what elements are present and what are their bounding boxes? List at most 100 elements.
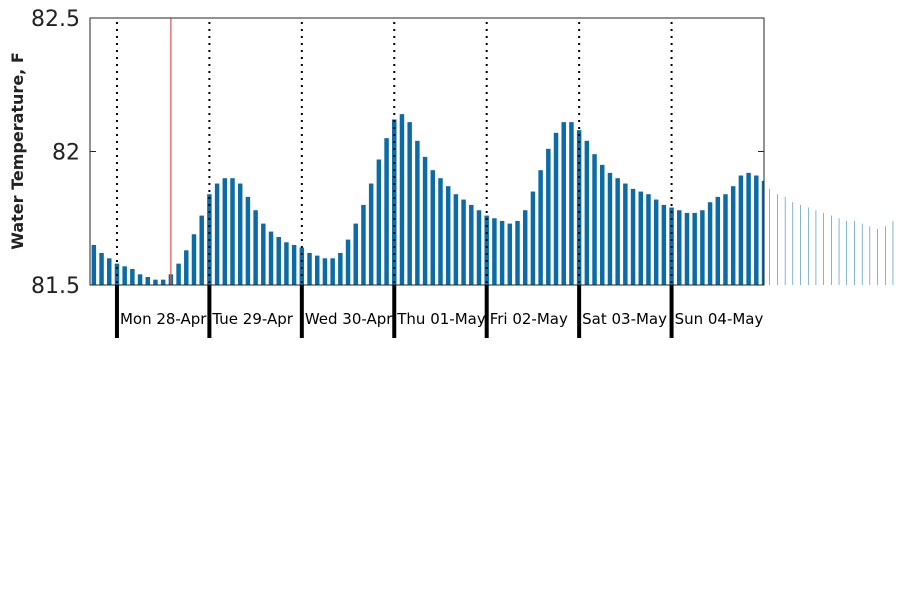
day-label: Fri 02-May [490, 310, 568, 328]
bar [692, 212, 697, 285]
bar [715, 196, 721, 285]
y-tick-label: 82 [52, 141, 80, 166]
bar [700, 210, 705, 285]
bar [476, 210, 482, 285]
bar [777, 194, 778, 285]
bar [592, 154, 597, 285]
bar [569, 122, 574, 285]
bar [800, 204, 801, 285]
bar [160, 279, 166, 285]
y-tick-label: 82.5 [31, 7, 80, 32]
bar [530, 191, 536, 285]
day-labels: Mon 28-Apr Tue 29-Apr Wed 30-Apr Thu 01-May… [120, 310, 764, 328]
bar [253, 210, 258, 285]
bar [345, 239, 351, 285]
bar [214, 183, 220, 285]
bar [91, 244, 97, 285]
bar [492, 218, 497, 285]
bar [184, 250, 189, 285]
bar [892, 220, 894, 285]
bar [769, 188, 770, 285]
bar [99, 252, 104, 285]
bar [499, 220, 505, 285]
bar [623, 183, 628, 285]
bar [261, 223, 266, 285]
bar [553, 132, 559, 285]
bar [815, 210, 817, 285]
bar [507, 223, 513, 285]
bar [615, 178, 620, 285]
bar [338, 252, 343, 285]
bar [422, 156, 428, 285]
bar [407, 122, 412, 285]
bar [176, 263, 181, 285]
bar [600, 164, 605, 285]
bar [854, 220, 855, 285]
bar [430, 170, 436, 285]
bar [761, 180, 764, 285]
bar [677, 210, 682, 285]
day-label: Sat 03-May [582, 310, 667, 328]
bar [831, 215, 832, 285]
bar [792, 202, 794, 285]
bar [807, 207, 809, 285]
bar [684, 212, 690, 285]
bar [738, 175, 744, 285]
bar [823, 212, 824, 285]
bar [445, 186, 451, 285]
bar [630, 188, 636, 285]
bar [137, 274, 143, 285]
bar [661, 204, 667, 285]
bar-series [91, 114, 894, 286]
bar [515, 220, 520, 285]
bar [130, 268, 135, 285]
bar [522, 210, 528, 285]
bar [361, 204, 366, 285]
bar [291, 244, 297, 285]
bar [838, 218, 840, 285]
y-axis-ticks: 81.5 82 82.5 [31, 7, 764, 299]
bar [245, 196, 251, 285]
bar [746, 172, 751, 285]
bar [107, 258, 112, 285]
bar [546, 148, 551, 285]
bar [145, 276, 151, 285]
bar [153, 279, 158, 285]
bar [607, 172, 613, 285]
bar [268, 231, 274, 285]
bar [438, 178, 443, 285]
bar [415, 140, 420, 285]
bar [322, 258, 328, 285]
bar [846, 220, 847, 285]
bar [723, 194, 728, 285]
bar [646, 194, 651, 285]
bar [368, 183, 374, 285]
bar [353, 223, 358, 285]
bar [784, 196, 786, 285]
bar [230, 178, 235, 285]
bar [399, 114, 405, 286]
bar [861, 223, 863, 285]
bar [538, 170, 543, 285]
day-boundary-lines [115, 22, 673, 285]
bar [122, 266, 127, 285]
bar [653, 199, 659, 285]
day-tick-marks [114, 285, 674, 338]
day-label: Sun 04-May [675, 310, 764, 328]
bar [584, 140, 590, 285]
bar [576, 130, 582, 285]
bar [877, 228, 878, 285]
bar [284, 242, 289, 285]
bar [307, 252, 312, 285]
y-tick-label: 81.5 [31, 274, 80, 299]
bar [299, 247, 305, 285]
bar [484, 215, 489, 285]
bar [199, 215, 204, 285]
bar [376, 159, 382, 285]
day-label: Mon 28-Apr [120, 310, 207, 328]
bar [869, 226, 871, 285]
bar [384, 138, 389, 285]
bar [461, 199, 466, 285]
day-label: Tue 29-Apr [211, 310, 293, 328]
